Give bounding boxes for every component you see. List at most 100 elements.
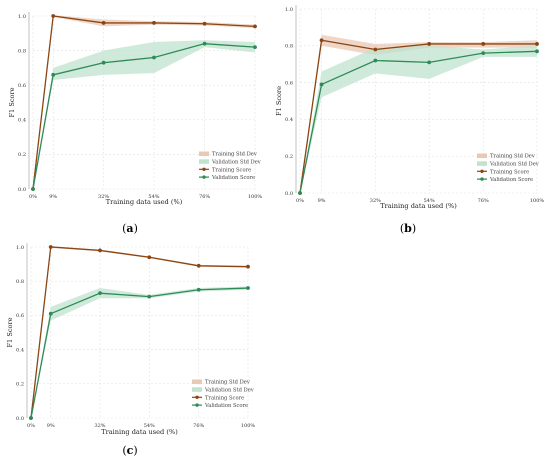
legend-swatch xyxy=(477,153,487,158)
legend-label: Training Std Dev xyxy=(205,380,250,386)
legend-label: Training Score xyxy=(212,167,251,173)
x-tick-label: 54% xyxy=(144,423,155,429)
data-point xyxy=(48,311,53,316)
y-tick-label: 0.0 xyxy=(16,416,24,422)
legend-swatch xyxy=(199,159,209,164)
legend-swatch xyxy=(192,387,202,392)
data-point xyxy=(152,21,156,25)
x-axis-title: Training data used (%) xyxy=(380,202,457,210)
y-tick-label: 0.6 xyxy=(18,83,26,89)
y-tick-label: 1.0 xyxy=(18,14,26,20)
data-point xyxy=(196,287,201,292)
legend-label: Training Std Dev xyxy=(212,152,257,158)
legend-marker xyxy=(202,167,206,171)
y-tick-label: 0.8 xyxy=(18,48,26,54)
data-point xyxy=(298,191,302,195)
legend-label: Validation Score xyxy=(489,177,533,183)
legend-swatch xyxy=(199,151,209,156)
data-point xyxy=(98,248,102,253)
x-axis-title: Training data used (%) xyxy=(101,428,178,436)
legend-label: Validation Std Dev xyxy=(204,388,254,394)
y-tick-label: 0.0 xyxy=(285,191,293,197)
y-axis-title: F1 Score xyxy=(6,317,14,347)
x-tick-label: 100% xyxy=(248,194,263,200)
data-point xyxy=(51,14,56,18)
data-point xyxy=(319,82,324,87)
x-tick-label: 76% xyxy=(193,423,204,429)
x-tick-label: 32% xyxy=(370,198,381,204)
legend-label: Training Std Dev xyxy=(490,154,535,160)
std-dev-band xyxy=(300,45,537,193)
legend-label: Training Score xyxy=(490,169,529,175)
y-tick-label: 0.8 xyxy=(285,44,293,50)
panel-caption: (c) xyxy=(122,444,137,457)
legend-marker xyxy=(480,169,484,173)
legend-label: Training Score xyxy=(205,395,244,401)
series-line xyxy=(30,246,249,419)
data-point xyxy=(535,49,539,54)
data-point xyxy=(202,41,207,46)
x-tick-label: 100% xyxy=(530,198,545,204)
std-dev-band xyxy=(33,40,255,189)
x-tick-label: 9% xyxy=(318,198,326,204)
y-tick-label: 0.4 xyxy=(285,117,293,123)
y-tick-label: 0.6 xyxy=(285,80,293,86)
legend: Training Std Dev Validation Std DevTraini… xyxy=(199,151,261,181)
x-tick-label: 9% xyxy=(47,423,55,429)
data-point xyxy=(319,38,324,43)
chart-panel-a: 0.0 0.2 0.4 0.6 0.8 1.0 0% 9% 32% 54% 76% 100% F1 Sc… xyxy=(8,12,262,235)
data-point xyxy=(202,21,207,26)
x-tick-label: 0% xyxy=(29,194,37,200)
x-tick-label: 100% xyxy=(241,423,256,429)
data-point xyxy=(481,42,486,46)
panel-caption: (a) xyxy=(122,222,138,235)
legend-label: Validation Std Dev xyxy=(489,162,539,168)
x-tick-label: 54% xyxy=(424,198,435,204)
series-line xyxy=(32,43,256,190)
legend-marker xyxy=(195,395,199,399)
x-tick-label: 9% xyxy=(49,194,57,200)
series-line xyxy=(299,39,537,194)
panel-caption: (b) xyxy=(400,222,416,235)
data-point xyxy=(51,72,56,77)
y-tick-label: 1.0 xyxy=(285,7,293,13)
y-tick-label: 0.2 xyxy=(285,154,293,160)
legend-marker xyxy=(202,175,206,179)
legend-swatch xyxy=(192,379,202,384)
y-tick-label: 1.0 xyxy=(16,245,24,251)
data-point xyxy=(31,187,35,191)
x-tick-label: 0% xyxy=(27,423,35,429)
x-tick-label: 32% xyxy=(94,423,105,429)
data-point xyxy=(98,291,102,296)
data-point xyxy=(253,24,257,29)
legend-label: Validation Std Dev xyxy=(211,160,261,166)
x-tick-label: 54% xyxy=(148,194,159,200)
data-point xyxy=(253,45,257,50)
data-point xyxy=(196,263,201,268)
legend-swatch xyxy=(477,161,487,166)
y-tick-label: 0.8 xyxy=(16,279,24,285)
legend-label: Validation Score xyxy=(211,175,255,181)
data-point xyxy=(246,264,250,269)
data-point xyxy=(373,58,378,63)
series-line xyxy=(299,50,538,194)
chart-panel-c: 0.0 0.2 0.4 0.6 0.8 1.0 0% 9% 32% 54% 76% 100% F1 Sc… xyxy=(6,243,255,457)
data-point xyxy=(147,294,152,299)
legend-label: Validation Score xyxy=(204,403,248,409)
x-tick-label: 32% xyxy=(98,194,109,200)
series-line xyxy=(30,287,249,419)
data-point xyxy=(29,416,33,420)
data-point xyxy=(101,60,106,65)
y-tick-label: 0.2 xyxy=(18,152,26,158)
legend: Training Std Dev Validation Std DevTraini… xyxy=(477,153,539,183)
data-point xyxy=(101,21,106,25)
x-tick-label: 76% xyxy=(478,198,489,204)
series-line xyxy=(32,15,256,190)
y-tick-label: 0.6 xyxy=(16,313,24,319)
data-point xyxy=(481,51,486,56)
data-point xyxy=(246,286,250,290)
x-tick-label: 0% xyxy=(296,198,304,204)
x-axis-title: Training data used (%) xyxy=(106,198,183,206)
y-tick-label: 0.0 xyxy=(18,187,26,193)
